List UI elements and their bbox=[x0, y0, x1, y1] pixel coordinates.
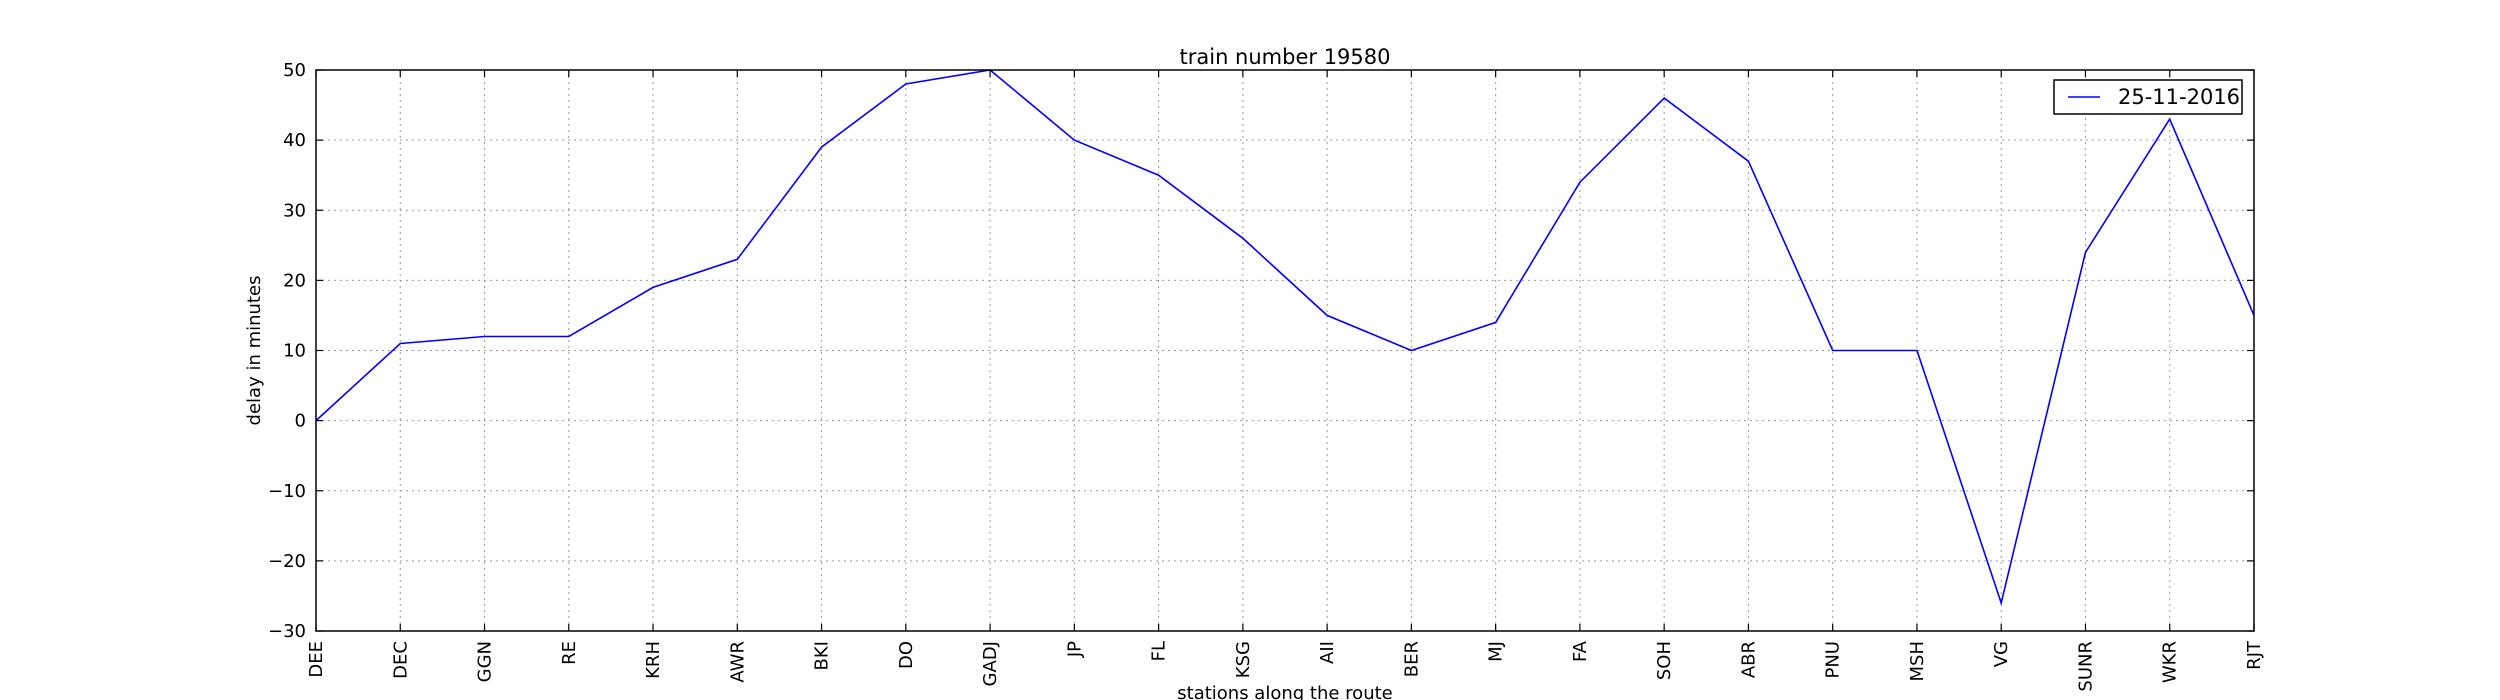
x-tick-label: PNU bbox=[1823, 641, 1844, 679]
x-tick-label: WKR bbox=[2160, 641, 2181, 683]
x-tick-label: GADJ bbox=[980, 641, 1001, 686]
chart-title: train number 19580 bbox=[1180, 45, 1391, 69]
x-tick-labels: DEE DEC GGN RE KRH AWR BKI DO GADJ JP FL KSG AII BER M… bbox=[306, 640, 2265, 692]
x-tick-label: MJ bbox=[1486, 641, 1507, 662]
x-tick-label: RE bbox=[559, 641, 580, 665]
x-tick-label: AII bbox=[1317, 641, 1338, 664]
y-tick-label: 50 bbox=[283, 60, 306, 81]
x-tick-label: BER bbox=[1401, 641, 1422, 677]
x-tick-label: SUNR bbox=[2075, 641, 2096, 692]
x-tick-label: FL bbox=[1149, 641, 1170, 661]
x-tick-label: DO bbox=[896, 641, 917, 669]
y-tick-labels: −30 −20 −10 0 10 20 30 40 50 bbox=[268, 60, 306, 642]
x-tick-label: KRH bbox=[643, 641, 664, 679]
grid bbox=[316, 70, 2254, 631]
x-axis-label: stations along the route bbox=[1177, 683, 1392, 700]
y-tick-label: 30 bbox=[283, 200, 306, 221]
y-tick-label: −30 bbox=[268, 621, 306, 642]
series-line bbox=[315, 69, 2255, 606]
legend: 25-11-2016 bbox=[2053, 79, 2243, 115]
x-tick-label: BKI bbox=[812, 641, 833, 670]
y-tick-label: 0 bbox=[295, 411, 306, 432]
y-tick-label: 20 bbox=[283, 270, 306, 291]
x-tick-label: MSH bbox=[1907, 641, 1928, 682]
x-tick-label: SOH bbox=[1654, 641, 1675, 680]
x-tick-label: ABR bbox=[1738, 641, 1759, 678]
x-tick-label: FA bbox=[1570, 640, 1591, 662]
y-tick-label: −10 bbox=[268, 481, 306, 502]
x-tick-label: VG bbox=[1991, 641, 2012, 667]
x-tick-label: KSG bbox=[1233, 641, 1254, 678]
legend-entry-label: 25-11-2016 bbox=[2118, 85, 2240, 109]
x-tick-label: JP bbox=[1064, 641, 1085, 658]
x-tick-label: RJT bbox=[2244, 640, 2265, 670]
y-axis-label: delay in minutes bbox=[244, 276, 265, 426]
series-lines bbox=[315, 69, 2255, 606]
x-tick-label: GGN bbox=[475, 641, 496, 682]
x-tick-label: DEC bbox=[390, 641, 411, 679]
y-tick-label: 40 bbox=[283, 130, 306, 151]
axis-ticks bbox=[315, 69, 2255, 632]
y-tick-label: −20 bbox=[268, 551, 306, 572]
x-tick-label: AWR bbox=[727, 641, 748, 683]
x-tick-label: DEE bbox=[306, 641, 327, 678]
y-tick-label: 10 bbox=[283, 341, 306, 362]
